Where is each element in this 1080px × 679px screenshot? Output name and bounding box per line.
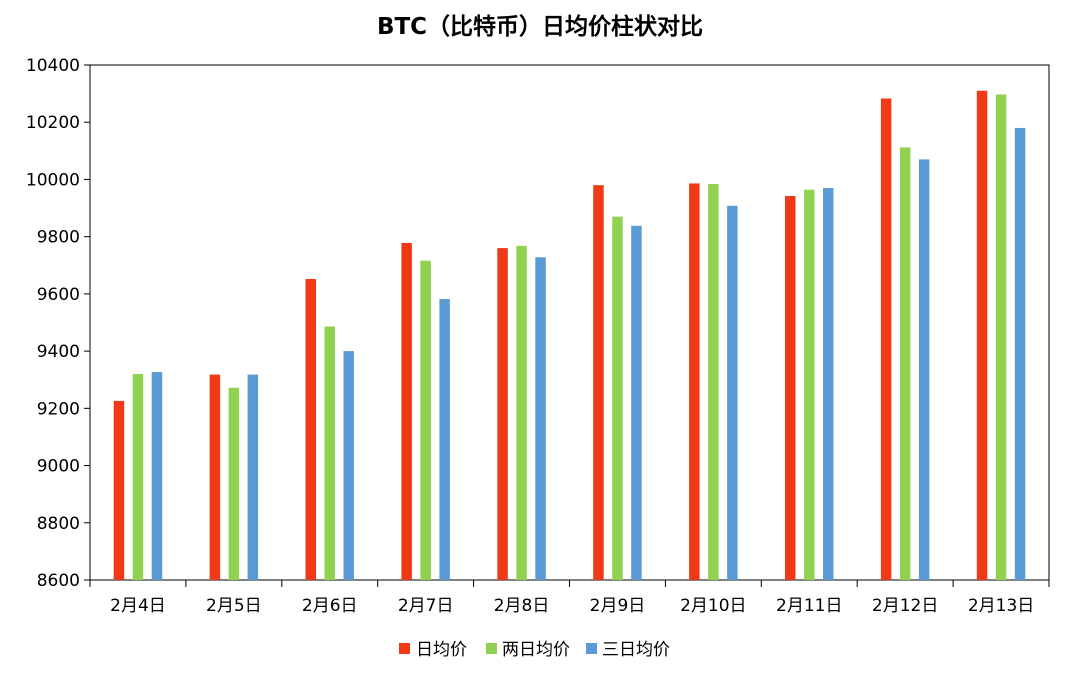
y-tick-label: 10400 [26, 56, 80, 76]
bar [880, 98, 892, 580]
y-tick-label: 8600 [37, 571, 80, 591]
y-tick-label: 9400 [37, 342, 80, 362]
x-tick-label: 2月8日 [494, 596, 550, 616]
bar [535, 257, 546, 580]
x-tick-label: 2月5日 [206, 596, 262, 616]
legend-label: 两日均价 [502, 640, 570, 660]
bar [612, 216, 623, 580]
bar [247, 374, 259, 580]
axes: 8600 8800 9000 9200 9400 9600 9800 10000 10200 10… [26, 56, 1050, 616]
y-tick-label: 10000 [26, 170, 80, 190]
bar [439, 299, 450, 580]
bar [497, 248, 508, 580]
bar [228, 387, 240, 580]
legend-label: 三日均价 [602, 640, 670, 660]
y-tick-label: 9200 [37, 399, 80, 419]
y-tick-label: 10200 [26, 113, 80, 133]
bar [113, 400, 125, 580]
x-tick-label: 2月7日 [398, 596, 454, 616]
bar [324, 326, 335, 580]
legend-swatch [586, 643, 597, 654]
bar [516, 245, 527, 581]
bar [689, 183, 700, 580]
bar [708, 184, 719, 580]
x-tick-label: 2月10日 [680, 596, 746, 616]
bar [918, 159, 930, 580]
x-tick-label: 2月13日 [968, 596, 1034, 616]
bar [151, 371, 163, 580]
bars [113, 90, 1026, 581]
y-tick-label: 9800 [37, 228, 80, 248]
bar [401, 242, 412, 580]
bar [823, 188, 834, 580]
bar [631, 225, 642, 581]
x-tick-label: 2月12日 [872, 596, 938, 616]
bar [804, 189, 815, 580]
legend-label: 日均价 [416, 640, 467, 660]
bar [1014, 127, 1026, 580]
x-tick-label: 2月11日 [776, 596, 842, 616]
y-tick-label: 9000 [37, 457, 80, 477]
legend-swatch [399, 643, 410, 654]
bar [305, 279, 316, 580]
x-tick-label: 2月4日 [110, 596, 166, 616]
x-tick-label: 2月9日 [590, 596, 646, 616]
y-tick-label: 9600 [37, 285, 80, 305]
bar [420, 260, 431, 580]
legend-swatch [486, 643, 497, 654]
bar [899, 147, 911, 580]
bar [343, 351, 354, 580]
bar [727, 205, 738, 580]
bar [209, 374, 221, 580]
bar [995, 94, 1007, 580]
bar [976, 90, 988, 580]
y-tick-label: 8800 [37, 514, 80, 534]
chart-title: BTC（比特币）日均价柱状对比 [377, 13, 703, 40]
bar [593, 185, 604, 580]
legend: 日均价 两日均价 三日均价 [399, 640, 670, 660]
bar [785, 196, 796, 581]
x-tick-label: 2月6日 [302, 596, 358, 616]
bar [132, 374, 144, 580]
